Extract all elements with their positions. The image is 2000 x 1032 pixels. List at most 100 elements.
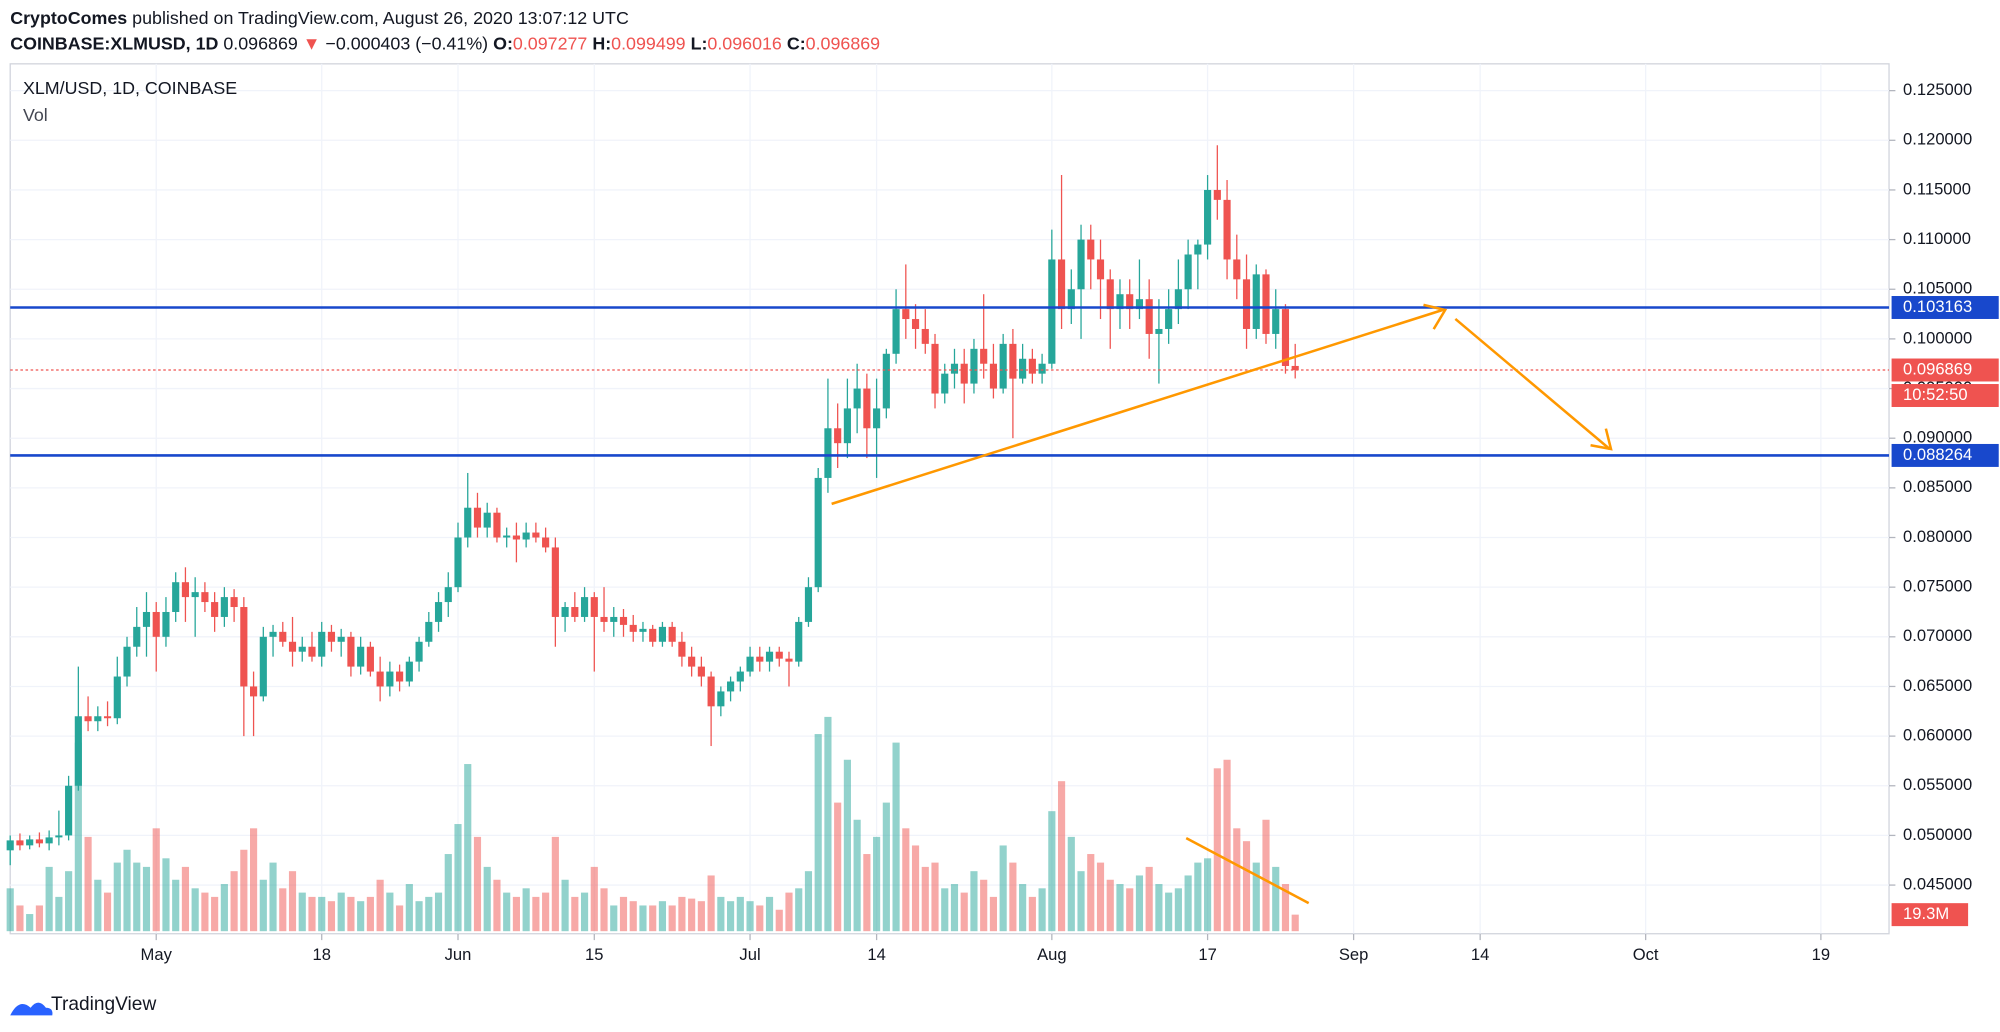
candle-body — [493, 512, 501, 538]
candle-body — [464, 507, 472, 538]
volume-bar — [902, 828, 910, 932]
volume-bar — [522, 888, 530, 932]
volume-bar — [103, 892, 112, 932]
volume-bar — [464, 764, 472, 932]
x-tick-label: 18 — [312, 945, 330, 964]
volume-bar — [1019, 884, 1027, 932]
volume-bar — [727, 901, 735, 932]
candle-body — [45, 837, 53, 844]
volume-trend — [1185, 836, 1310, 905]
plot-frame — [9, 63, 1890, 935]
volume-bar — [454, 824, 462, 932]
l-label: L: — [691, 33, 708, 53]
x-tick-label: 15 — [585, 945, 603, 964]
c-label: C: — [787, 33, 806, 53]
volume-bar — [512, 896, 520, 932]
volume-bar — [1165, 892, 1173, 932]
x-tick-label: Jul — [739, 945, 760, 964]
volume-bar — [999, 845, 1007, 932]
candle-body — [26, 839, 34, 846]
candle-body — [678, 641, 686, 657]
candle-body — [1087, 239, 1095, 260]
volume-bar — [688, 898, 696, 932]
candle-body — [1067, 289, 1075, 310]
candle-body — [688, 656, 696, 667]
volume-bar — [152, 828, 160, 932]
candle-body — [902, 309, 910, 320]
volume-bar — [1233, 828, 1241, 932]
volume-bar — [834, 802, 842, 932]
volume-bar — [1028, 896, 1036, 932]
volume-bar — [298, 892, 306, 932]
publisher: CryptoComes — [10, 8, 127, 28]
volume-bar — [639, 905, 647, 932]
volume-label: 19.3M — [1903, 904, 1949, 923]
volume-bar — [678, 896, 686, 932]
volume-bar — [804, 871, 813, 932]
x-tick-label: May — [141, 945, 173, 964]
y-tick-label: 0.110000 — [1903, 229, 1971, 248]
volume-bar — [288, 871, 297, 932]
candle-body — [590, 597, 598, 617]
volume-bar — [542, 892, 550, 932]
candle-body — [230, 597, 238, 608]
candle-body — [269, 631, 277, 637]
last-price-label: 0.096869 — [1903, 359, 1972, 378]
candle-body — [337, 636, 345, 642]
y-tick-label: 0.050000 — [1903, 825, 1972, 844]
volume-bar — [980, 879, 988, 932]
volume-bar — [220, 884, 228, 932]
volume-bar — [1252, 862, 1260, 932]
candle-body — [1096, 259, 1105, 280]
volume-bar — [162, 858, 170, 932]
volume-bar — [250, 828, 258, 932]
countdown-tag — [1891, 384, 1999, 407]
volume-bar — [1281, 884, 1290, 932]
candle-body — [989, 363, 997, 389]
y-tick-label: 0.100000 — [1903, 328, 1972, 347]
volume-bar — [658, 901, 667, 932]
candle-body — [1204, 189, 1212, 245]
volume-bar — [1213, 768, 1221, 932]
volume-bar — [16, 905, 24, 932]
candle-body — [1252, 274, 1260, 329]
arrow: ▼ — [303, 33, 321, 53]
candle-body — [1009, 343, 1017, 379]
volume-bar — [201, 892, 209, 932]
candle-body — [1077, 239, 1085, 290]
volume-bar — [863, 854, 871, 932]
candle-body — [970, 348, 978, 384]
candle-body — [308, 646, 316, 657]
candle-body — [288, 641, 297, 652]
trend-line — [831, 308, 1443, 506]
arrow-head — [1423, 303, 1448, 330]
candle-body — [941, 373, 949, 394]
candle-body — [522, 532, 530, 540]
volume-bar — [610, 905, 618, 932]
candle-body — [434, 602, 443, 622]
volume-bar — [74, 742, 82, 932]
candle-body — [1038, 363, 1046, 374]
symbol: COINBASE:XLMUSD, 1D — [10, 33, 218, 53]
candle-body — [542, 537, 550, 548]
candle-body — [532, 532, 540, 538]
volume-bar — [892, 742, 900, 932]
candle-body — [152, 611, 160, 637]
volume-bar — [113, 862, 121, 932]
candle-body — [201, 592, 209, 603]
candle-body — [668, 626, 676, 642]
candle-body — [142, 611, 151, 627]
volume-bar — [123, 849, 131, 932]
candle-body — [814, 477, 822, 588]
volume-bar — [756, 905, 764, 932]
candle-body — [84, 716, 92, 722]
volume-bar — [444, 854, 452, 932]
candle-body — [1165, 309, 1173, 329]
volume-bar — [1242, 841, 1251, 932]
candle-body — [94, 716, 102, 722]
volume-bar — [989, 896, 997, 932]
brand: TradingView — [51, 994, 156, 1015]
candle-body — [999, 343, 1007, 389]
volume-bar — [911, 845, 920, 932]
